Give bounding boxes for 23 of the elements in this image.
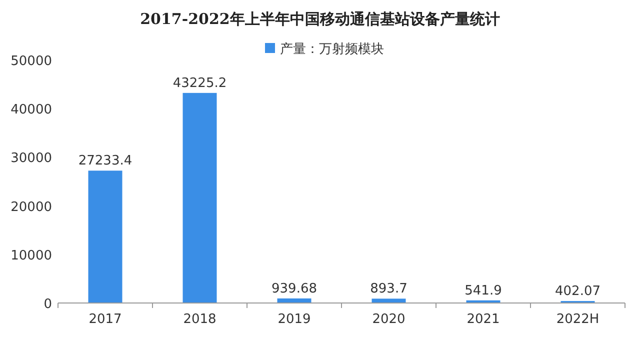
legend-label: 产量：万射频模块 (280, 42, 384, 57)
bar (88, 170, 122, 303)
y-tick-label: 30000 (10, 151, 52, 166)
x-tick-label: 2021 (466, 312, 500, 327)
y-tick-label: 10000 (10, 248, 52, 264)
x-tick-label: 2019 (278, 312, 311, 327)
data-label: 939.68 (272, 281, 317, 296)
data-label: 541.9 (464, 283, 502, 298)
y-tick-label: 50000 (10, 54, 52, 69)
chart-title: 2017-2022年上半年中国移动通信基站设备产量统计 (140, 10, 500, 28)
data-label: 402.07 (555, 284, 600, 300)
data-label: 893.7 (370, 282, 408, 297)
y-tick-label: 20000 (10, 200, 52, 215)
x-tick-label: 2017 (88, 312, 122, 327)
x-tick-label: 2020 (372, 312, 406, 327)
x-tick-label: 2022H (556, 312, 600, 327)
y-tick-label: 0 (44, 297, 52, 312)
bar (182, 92, 217, 303)
data-label: 43225.2 (172, 76, 227, 91)
bar (372, 298, 406, 303)
x-tick-label: 2018 (183, 312, 216, 327)
data-label: 27233.4 (78, 154, 132, 169)
y-tick-label: 40000 (10, 102, 52, 118)
